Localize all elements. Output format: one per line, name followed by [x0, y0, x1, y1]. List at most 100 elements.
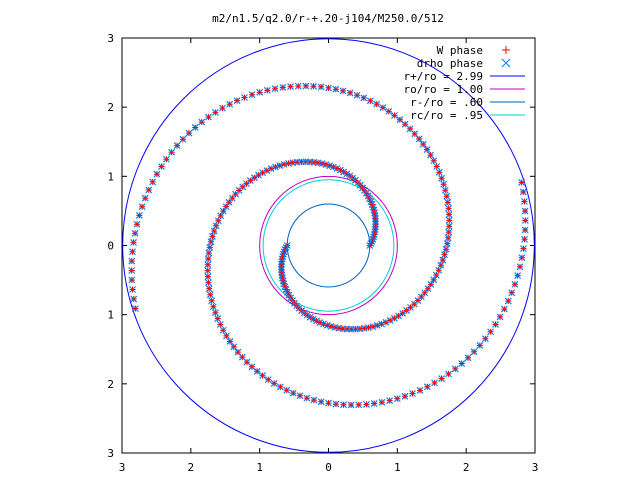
- y-tick-label: 1: [107, 309, 114, 322]
- w-phase-point: [492, 321, 499, 328]
- w-phase-point: [367, 97, 374, 104]
- w-phase-point: [209, 233, 216, 240]
- w-phase-point: [272, 85, 279, 92]
- w-phase-point: [294, 159, 301, 166]
- w-phase-point: [287, 83, 294, 90]
- w-phase-point: [416, 135, 423, 142]
- w-phase-point: [206, 244, 213, 251]
- x-tick-label: 0: [325, 461, 332, 474]
- w-phase-point: [446, 223, 453, 230]
- w-phase-point: [318, 83, 325, 90]
- w-phase-point: [332, 86, 339, 93]
- w-phase-point: [295, 83, 302, 90]
- w-phase-point: [204, 273, 211, 280]
- w-phase-point: [416, 387, 423, 394]
- w-phase-point: [487, 328, 494, 335]
- w-phase-point: [145, 186, 152, 193]
- w-phase-point: [403, 307, 410, 314]
- w-phase-point: [442, 246, 449, 253]
- w-phase-point: [385, 108, 392, 115]
- w-phase-point: [205, 114, 212, 121]
- w-phase-point: [265, 376, 272, 383]
- w-phase-point: [234, 349, 241, 356]
- w-phase-point: [315, 159, 322, 166]
- w-phase-point: [130, 296, 137, 303]
- w-phase-point: [522, 208, 529, 215]
- w-phase-point: [446, 217, 453, 224]
- w-phase-point: [204, 261, 211, 268]
- w-phase-point: [402, 121, 409, 128]
- w-phase-point: [325, 400, 332, 407]
- w-phase-point: [346, 172, 353, 179]
- w-phase-point: [374, 322, 381, 329]
- w-phase-point: [522, 226, 529, 233]
- w-phase-point: [445, 205, 452, 212]
- w-phase-point: [322, 161, 329, 168]
- w-phase-point: [249, 91, 256, 98]
- w-phase-point: [289, 159, 296, 166]
- w-phase-point: [465, 354, 472, 361]
- w-phase-point: [361, 325, 368, 332]
- w-phase-point: [520, 188, 527, 195]
- w-phase-point: [440, 181, 447, 188]
- w-phase-point: [302, 83, 309, 90]
- w-phase-point: [128, 258, 135, 265]
- x-tick-label: 2: [463, 461, 470, 474]
- w-phase-point: [205, 250, 212, 257]
- w-phase-point: [207, 291, 214, 298]
- w-phase-point: [136, 212, 143, 219]
- w-phase-point: [365, 324, 372, 331]
- legend-label: r-/ro = .60: [410, 96, 483, 109]
- w-phase-point: [236, 187, 243, 194]
- w-phase-point: [217, 321, 224, 328]
- w-phase-point: [318, 398, 325, 405]
- w-phase-point: [418, 293, 425, 300]
- w-phase-point: [319, 160, 326, 167]
- w-phase-point: [229, 195, 236, 202]
- w-phase-point: [452, 365, 459, 372]
- w-phase-point: [132, 230, 139, 237]
- w-phase-point: [219, 105, 226, 112]
- w-phase-point: [424, 383, 431, 390]
- w-phase-point: [134, 221, 141, 228]
- w-phase-point: [424, 146, 431, 153]
- w-phase-point: [332, 401, 339, 408]
- y-tick-label: 3: [107, 447, 114, 460]
- y-tick-label: 0: [107, 240, 114, 253]
- w-phase-point: [520, 245, 527, 252]
- w-phase-point: [239, 354, 246, 361]
- reference-circle: [122, 38, 535, 453]
- w-phase-point: [185, 130, 192, 137]
- w-phase-point: [354, 92, 361, 99]
- w-phase-point: [433, 163, 440, 170]
- legend-label: drho phase: [417, 57, 483, 70]
- w-phase-point: [476, 342, 483, 349]
- w-phase-point: [407, 304, 414, 311]
- w-phase-point: [518, 254, 525, 261]
- w-phase-point: [239, 183, 246, 190]
- w-phase-point: [420, 141, 427, 148]
- w-phase-point: [348, 401, 355, 408]
- w-phase-point: [522, 217, 529, 224]
- w-phase-point: [438, 175, 445, 182]
- w-phase-point: [279, 84, 286, 91]
- y-tick-label: 3: [107, 32, 114, 45]
- w-phase-point: [304, 312, 311, 319]
- w-phase-point: [414, 297, 421, 304]
- w-phase-point: [243, 180, 250, 187]
- w-phase-point: [226, 338, 233, 345]
- w-phase-point: [179, 136, 186, 143]
- w-phase-point: [407, 125, 414, 132]
- w-phase-point: [192, 124, 199, 131]
- w-phase-point: [142, 195, 149, 202]
- w-phase-point: [310, 83, 317, 90]
- w-phase-point: [356, 325, 363, 332]
- w-phase-point: [205, 255, 212, 262]
- w-phase-point: [371, 400, 378, 407]
- w-phase-point: [421, 289, 428, 296]
- x-tick-label: 1: [394, 461, 401, 474]
- w-phase-point: [436, 169, 443, 176]
- w-phase-point: [340, 401, 347, 408]
- w-phase-point: [153, 171, 160, 178]
- w-phase-point: [285, 160, 292, 167]
